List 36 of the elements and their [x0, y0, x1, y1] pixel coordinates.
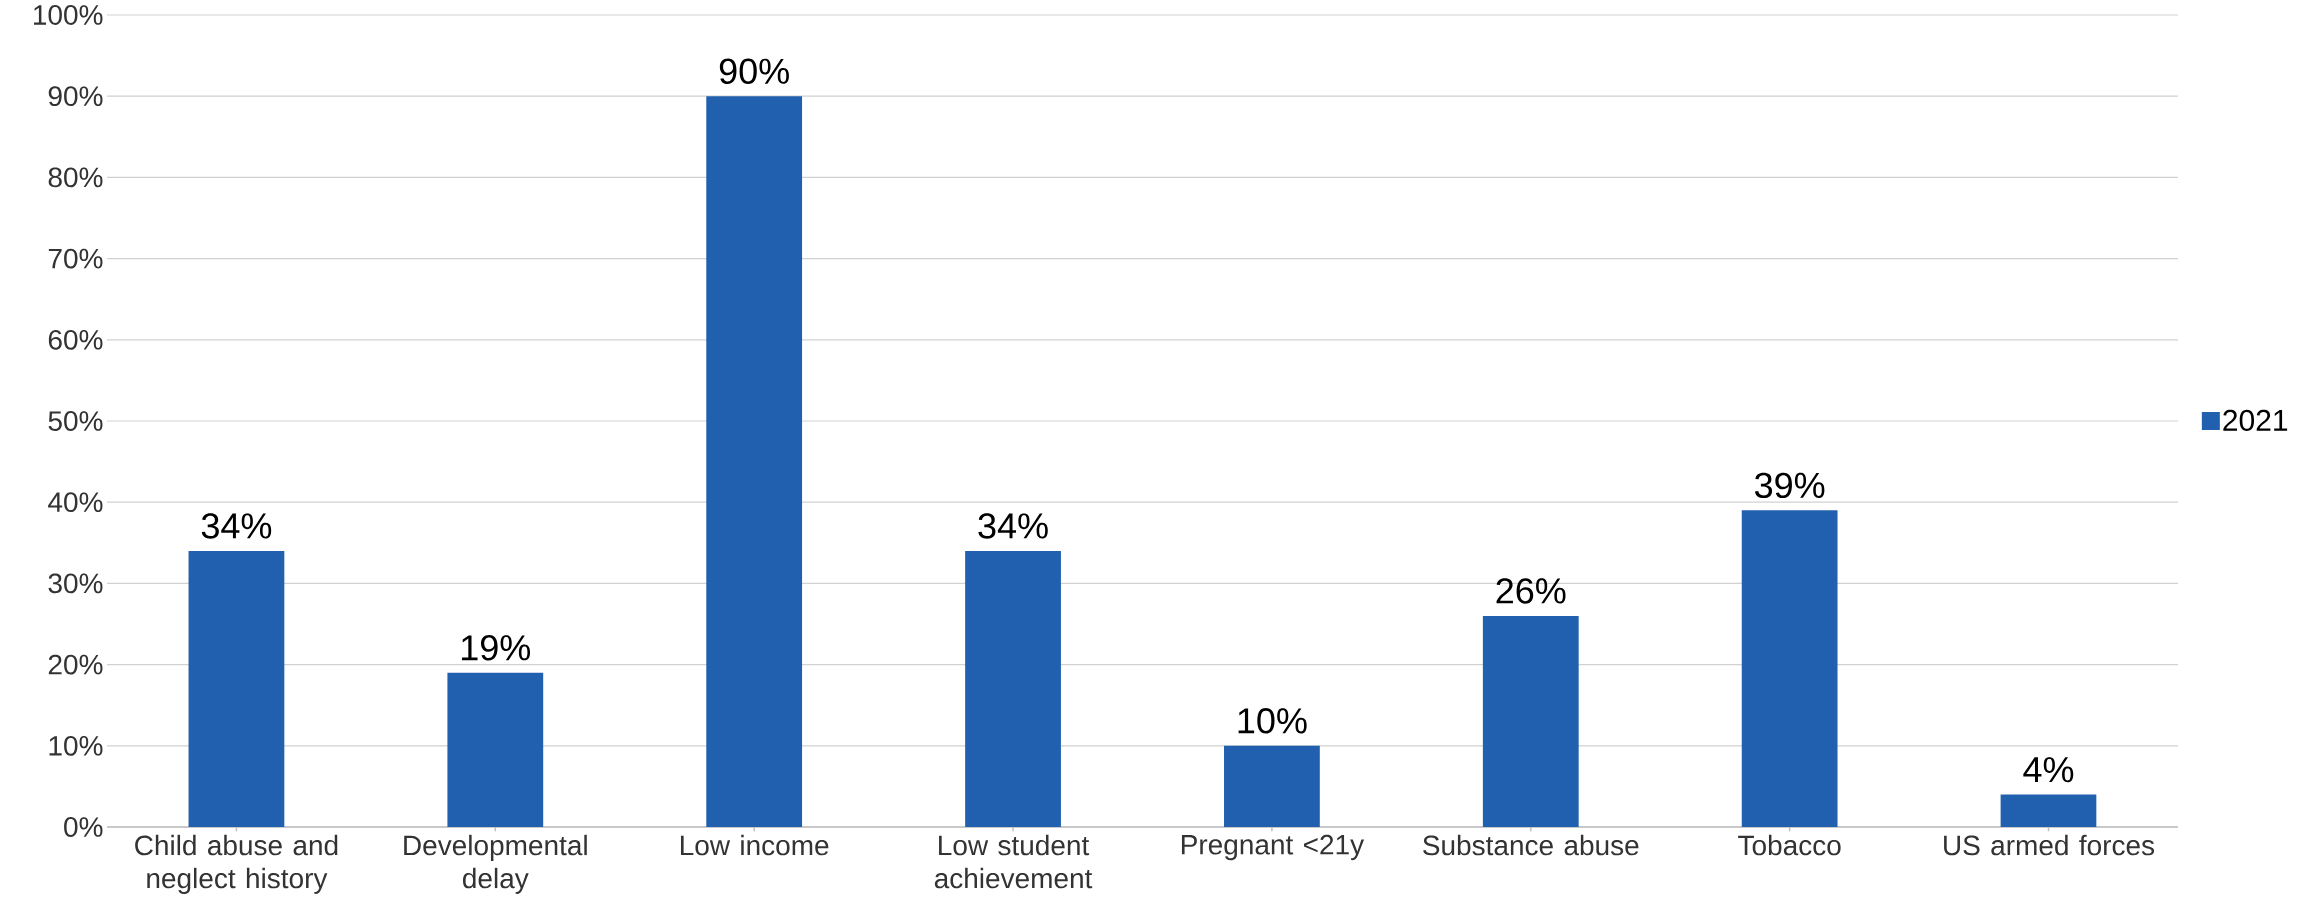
x-tick-label: Substance abuse: [1423, 834, 1639, 856]
y-tick-label: 20%: [48, 654, 103, 675]
y-tick-label: 0%: [64, 817, 103, 837]
bar: [965, 550, 1061, 827]
data-label: 39%: [1754, 472, 1825, 499]
x-tick-label: Developmental delay: [404, 834, 587, 894]
x-tick-label: Tobacco: [1738, 834, 1841, 856]
data-label: 19%: [462, 635, 531, 661]
x-tick-label: Pregnant <21y: [1181, 834, 1365, 861]
x-tick-label: US armed forces: [1944, 834, 2155, 856]
bar: [1741, 510, 1838, 827]
bar: [188, 550, 285, 827]
bar: [706, 96, 803, 827]
y-tick-label: 10%: [49, 735, 103, 756]
x-tick-label: Low student achievement: [934, 834, 1093, 889]
data-label: 26%: [1496, 578, 1566, 604]
data-label: 34%: [978, 513, 1048, 539]
bar: [2000, 794, 2097, 827]
y-tick-label: 100%: [33, 5, 103, 25]
y-tick-label: 70%: [48, 248, 103, 269]
y-tick-label: 40%: [48, 492, 103, 513]
y-tick-label: 30%: [48, 573, 103, 594]
legend-label: 2021: [2223, 409, 2288, 432]
y-tick-label: 90%: [48, 86, 103, 107]
data-label: 4%: [2023, 757, 2074, 783]
data-label: 34%: [201, 513, 272, 539]
bar: [1224, 745, 1320, 827]
data-label: 90%: [719, 58, 789, 84]
bar: [1482, 615, 1579, 827]
y-tick-label: 80%: [48, 167, 103, 188]
bar: [447, 672, 544, 827]
y-tick-label: 50%: [48, 411, 103, 431]
x-tick-label: Low income: [680, 834, 829, 856]
data-label: 10%: [1238, 708, 1307, 734]
x-tick-label: Child abuse and neglect history: [135, 834, 338, 894]
y-tick-label: 60%: [48, 329, 103, 350]
